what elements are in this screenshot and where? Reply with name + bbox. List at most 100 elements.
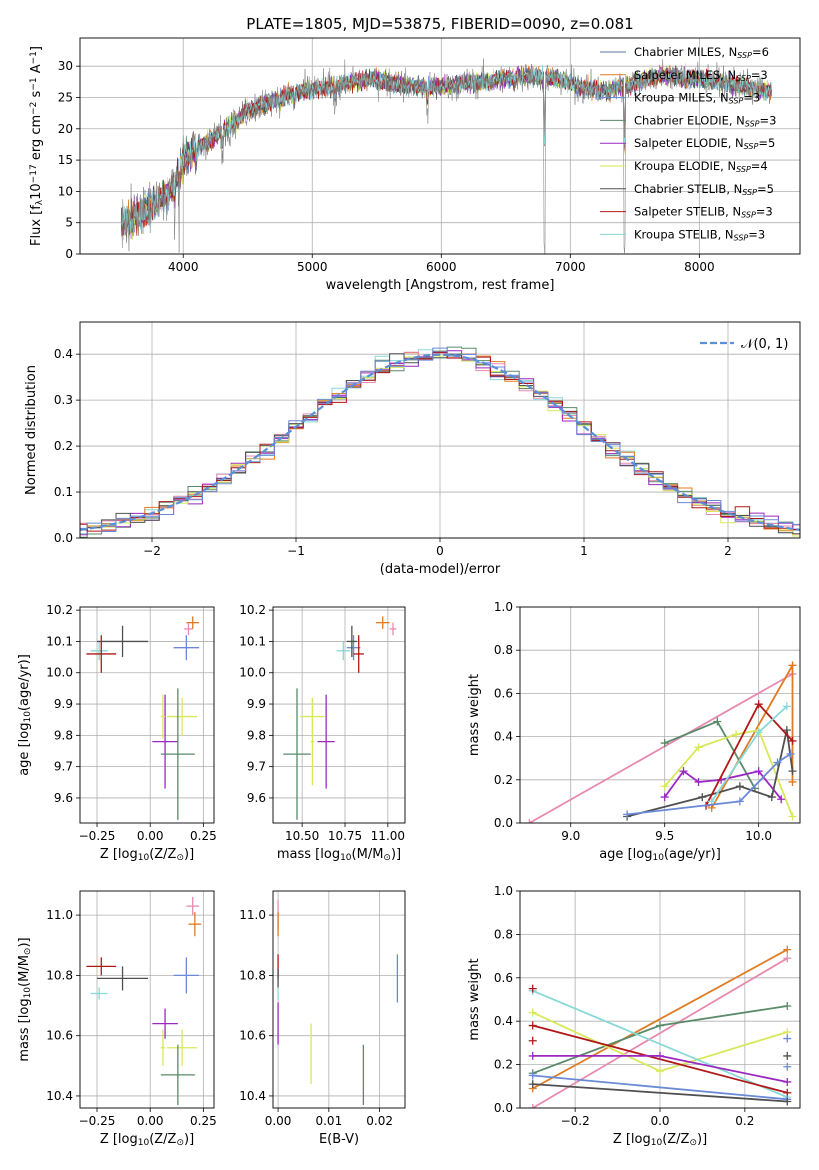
y-tick-label: 20 xyxy=(58,122,73,136)
data-marker xyxy=(528,1036,537,1045)
y-tick-label: 10.4 xyxy=(46,1089,73,1103)
legend-entry: 𝒩(0, 1) xyxy=(741,337,788,352)
histogram-series xyxy=(80,352,800,532)
y-axis-label: mass [log10(M/M⊙)] xyxy=(17,937,33,1061)
y-axis-label: mass weight xyxy=(467,958,482,1040)
y-axis-label: mass weight xyxy=(467,674,482,756)
data-marker xyxy=(754,728,763,737)
x-tick-label: 8000 xyxy=(684,260,715,274)
y-tick-label: 9.7 xyxy=(54,760,73,774)
axes-frame xyxy=(79,890,215,1109)
data-marker xyxy=(528,1051,537,1060)
x-tick-label: 0.02 xyxy=(366,1114,393,1128)
y-tick-label: 0.6 xyxy=(494,971,513,985)
data-marker xyxy=(528,984,537,993)
x-tick-label: 9.5 xyxy=(655,829,674,843)
x-tick-label: 0.00 xyxy=(265,1114,292,1128)
x-axis-label: (data-model)/error xyxy=(380,562,501,577)
x-tick-label: 2 xyxy=(724,544,732,558)
x-axis-label: Z [log10(Z/Z⊙)] xyxy=(100,847,194,863)
legend-entry: Salpeter STELIB, NSSP=3 xyxy=(634,205,773,220)
data-marker xyxy=(788,767,797,776)
x-tick-label: 7000 xyxy=(555,260,586,274)
y-tick-label: 0.3 xyxy=(54,393,73,407)
x-tick-label: −0.2 xyxy=(561,1114,590,1128)
y-tick-label: 10.0 xyxy=(46,666,73,680)
legend-entry: Chabrier STELIB, NSSP=5 xyxy=(634,182,774,197)
series-line xyxy=(532,948,788,1090)
x-tick-label: 0.00 xyxy=(137,1114,164,1128)
y-axis-label: Normed distribution xyxy=(24,365,39,495)
y-tick-label: 0.8 xyxy=(494,643,513,657)
y-tick-label: 11.0 xyxy=(46,908,73,922)
y-tick-label: 0.4 xyxy=(54,347,73,361)
series-line xyxy=(626,753,792,816)
data-marker xyxy=(783,1097,792,1106)
y-tick-label: 9.6 xyxy=(54,791,73,805)
axes-frame xyxy=(519,606,801,824)
plot-area xyxy=(283,616,397,820)
series-line xyxy=(532,989,788,1099)
y-tick-label: 9.9 xyxy=(247,697,266,711)
legend-entry: Kroupa STELIB, NSSP=3 xyxy=(634,227,765,242)
data-marker xyxy=(788,661,797,670)
normal-curve xyxy=(80,353,800,531)
panel-age-vs-mass: 10.50 10.75 11.00 9.6 9.7 9.8 9.9 10.0 10.1 10.2 m… xyxy=(239,603,406,863)
data-marker xyxy=(528,1080,537,1089)
y-tick-label: 10.8 xyxy=(239,968,266,982)
y-tick-label: 10.1 xyxy=(46,634,73,648)
data-marker xyxy=(528,1021,537,1030)
y-tick-label: 10.2 xyxy=(46,603,73,617)
y-tick-label: 0.0 xyxy=(494,816,513,830)
y-tick-label: 10.4 xyxy=(239,1089,266,1103)
data-marker xyxy=(783,945,792,954)
y-tick-label: 10.6 xyxy=(239,1029,266,1043)
x-axis-label: E(B-V) xyxy=(319,1132,359,1147)
legend-entry: Kroupa ELODIE, NSSP=4 xyxy=(634,159,768,174)
data-marker xyxy=(679,767,688,776)
data-marker xyxy=(528,1104,537,1108)
data-marker xyxy=(525,819,534,823)
x-tick-label: 4000 xyxy=(168,260,199,274)
y-tick-label: 9.8 xyxy=(54,728,73,742)
y-tick-label: 15 xyxy=(58,153,73,167)
y-tick-label: 30 xyxy=(58,59,73,73)
y-tick-label: 0.2 xyxy=(54,439,73,453)
y-tick-label: 0.1 xyxy=(54,485,73,499)
data-marker xyxy=(783,1002,792,1011)
y-tick-label: 0.4 xyxy=(494,1014,513,1028)
data-marker xyxy=(656,1021,664,1030)
data-marker xyxy=(528,1008,537,1017)
data-marker xyxy=(773,758,782,767)
data-marker xyxy=(783,1062,792,1071)
y-tick-label: 0.4 xyxy=(494,730,513,744)
axes-frame xyxy=(272,890,406,1109)
data-marker xyxy=(735,782,744,791)
y-tick-label: 0.2 xyxy=(494,1058,513,1072)
data-marker xyxy=(660,793,669,802)
x-axis-label: Z [log10(Z/Z⊙)] xyxy=(613,1132,707,1148)
panel-age-vs-Z: −0.25 0.00 0.25 9.6 9.7 9.8 9.9 10.0 10.1 10.2 Z [… xyxy=(17,603,217,863)
axes-frame xyxy=(79,37,801,255)
y-tick-label: 9.7 xyxy=(247,760,266,774)
y-tick-label: 0.2 xyxy=(494,773,513,787)
data-marker xyxy=(656,1051,664,1060)
x-axis-label: age [log10(age/yr)] xyxy=(599,847,721,863)
y-axis-label: age [log10(age/yr)] xyxy=(17,654,33,776)
data-marker xyxy=(783,1051,792,1060)
y-tick-label: 0 xyxy=(65,247,73,261)
y-tick-label: 0.0 xyxy=(494,1101,513,1115)
x-tick-label: 0.2 xyxy=(735,1114,754,1128)
x-tick-label: 5000 xyxy=(297,260,328,274)
y-axis-label: Flux [fλ10−17 erg cm−2 s−1 A−1] xyxy=(29,46,45,246)
x-tick-label: −1 xyxy=(287,544,305,558)
series-line xyxy=(663,769,782,800)
data-marker xyxy=(694,743,703,752)
data-marker xyxy=(788,812,797,821)
y-tick-label: 10.0 xyxy=(239,666,266,680)
panel-spectrum: 4000 5000 6000 7000 8000 0 5 10 15 20 25 30 waveleng… xyxy=(29,37,801,293)
data-marker xyxy=(660,739,669,748)
plot-area xyxy=(86,616,200,820)
x-axis-label: Z [log10(Z/Z⊙)] xyxy=(100,1132,194,1148)
x-tick-label: 10.50 xyxy=(285,829,319,843)
